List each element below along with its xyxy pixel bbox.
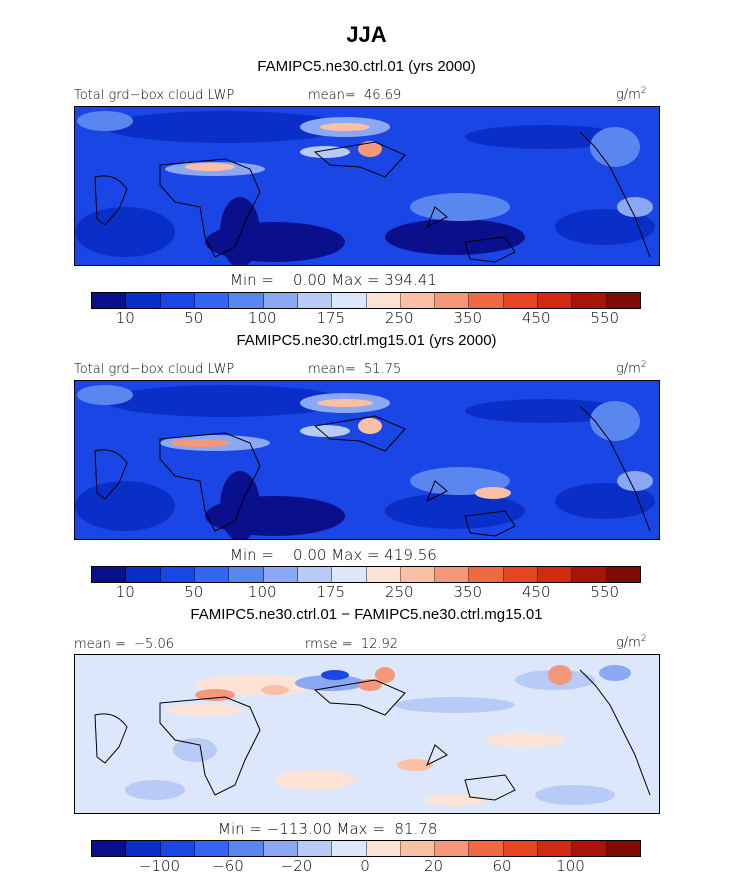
- panel-2-colorbar: [91, 566, 641, 583]
- colorbar-swatch: [435, 293, 470, 308]
- panel-3-map: [74, 654, 660, 814]
- colorbar-swatch: [297, 567, 333, 582]
- colorbar-tick-label: 50: [184, 583, 204, 601]
- colorbar-swatch: [126, 841, 161, 856]
- colorbar-tick-label: 550: [590, 309, 620, 327]
- panel-3-subtitle: FAMIPC5.ne30.ctrl.01 − FAMIPC5.ne30.ctrl…: [190, 606, 543, 623]
- colorbar-swatch: [229, 567, 264, 582]
- panel-1-left-label: Total grd−box cloud LWP: [74, 88, 235, 103]
- colorbar-swatch: [572, 567, 607, 582]
- colorbar-tick-label: 175: [316, 309, 346, 327]
- colorbar-swatch: [297, 841, 333, 856]
- colorbar-swatch: [366, 567, 401, 582]
- panel-2-map: [74, 380, 660, 540]
- colorbar-swatch: [332, 293, 367, 308]
- colorbar-swatch: [400, 841, 436, 856]
- panel-2-colorbar-ticks: 10 50 100 175 250 350 450 550: [91, 583, 639, 601]
- colorbar-swatch: [572, 841, 607, 856]
- colorbar-tick-label: 60: [492, 857, 512, 875]
- colorbar-swatch: [263, 567, 298, 582]
- colorbar-tick-label: 250: [384, 309, 414, 327]
- colorbar-swatch: [126, 293, 161, 308]
- colorbar-swatch: [538, 841, 573, 856]
- colorbar-swatch: [366, 841, 401, 856]
- colorbar-swatch: [263, 841, 298, 856]
- colorbar-tick-label: 350: [453, 309, 483, 327]
- colorbar-swatch: [469, 567, 504, 582]
- panel-1-subtitle: FAMIPC5.ne30.ctrl.01 (yrs 2000): [257, 58, 476, 75]
- colorbar-tick-label: 10: [115, 309, 135, 327]
- panel-3-colorbar: [91, 840, 641, 857]
- colorbar-swatch: [606, 293, 640, 308]
- colorbar-swatch: [469, 293, 504, 308]
- panel-1-colorbar: [91, 292, 641, 309]
- colorbar-swatch: [332, 841, 367, 856]
- panel-1-units: g/m2: [616, 86, 647, 103]
- colorbar-swatch: [229, 841, 264, 856]
- colorbar-swatch: [194, 841, 230, 856]
- colorbar-tick-label: 250: [384, 583, 414, 601]
- colorbar-tick-label: −20: [280, 857, 313, 875]
- colorbar-swatch: [92, 293, 127, 308]
- colorbar-swatch: [503, 567, 539, 582]
- panel-3-rmse-label: rmse = 12.92: [305, 637, 399, 652]
- colorbar-swatch: [538, 293, 573, 308]
- colorbar-tick-label: 350: [453, 583, 483, 601]
- colorbar-tick-label: 50: [184, 309, 204, 327]
- colorbar-swatch: [332, 567, 367, 582]
- colorbar-tick-label: 20: [423, 857, 444, 875]
- colorbar-tick-label: 175: [316, 583, 346, 601]
- colorbar-tick-label: 550: [590, 583, 620, 601]
- colorbar-swatch: [160, 293, 195, 308]
- panel-2-minmax: Min = 0.00 Max = 419.56: [230, 546, 437, 564]
- panel-2-subtitle: FAMIPC5.ne30.ctrl.mg15.01 (yrs 2000): [236, 332, 497, 349]
- colorbar-tick-label: 100: [247, 583, 277, 601]
- panel-3-units: g/m2: [616, 634, 647, 651]
- colorbar-swatch: [263, 293, 298, 308]
- colorbar-swatch: [435, 567, 470, 582]
- colorbar-swatch: [297, 293, 333, 308]
- colorbar-swatch: [194, 567, 230, 582]
- colorbar-tick-label: −100: [138, 857, 181, 875]
- colorbar-swatch: [538, 567, 573, 582]
- colorbar-tick-label: 10: [115, 583, 135, 601]
- panel-1-mean-label: mean= 46.69: [308, 88, 402, 103]
- colorbar-swatch: [503, 293, 539, 308]
- panel-2-mean-label: mean= 51.75: [308, 362, 402, 377]
- colorbar-swatch: [229, 293, 264, 308]
- colorbar-tick-label: −60: [212, 857, 244, 875]
- colorbar-swatch: [92, 567, 127, 582]
- panel-1-minmax: Min = 0.00 Max = 394.41: [230, 271, 437, 289]
- colorbar-swatch: [92, 841, 127, 856]
- figure-title: JJA: [346, 22, 387, 47]
- colorbar-tick-label: 450: [521, 583, 551, 601]
- colorbar-swatch: [606, 567, 640, 582]
- panel-2-left-label: Total grd−box cloud LWP: [74, 362, 235, 377]
- colorbar-swatch: [572, 293, 607, 308]
- colorbar-swatch: [469, 841, 504, 856]
- colorbar-tick-label: 100: [556, 857, 585, 875]
- panel-3-colorbar-ticks: −100 −60 −20 0 20 60 100: [91, 857, 639, 875]
- colorbar-swatch: [606, 841, 640, 856]
- panel-1-map: [74, 106, 660, 266]
- colorbar-swatch: [160, 841, 195, 856]
- colorbar-swatch: [435, 841, 470, 856]
- colorbar-swatch: [126, 567, 161, 582]
- colorbar-swatch: [400, 567, 436, 582]
- colorbar-swatch: [366, 293, 401, 308]
- panel-1-colorbar-ticks: 10 50 100 175 250 350 450 550: [91, 309, 639, 327]
- colorbar-tick-label: 0: [360, 857, 370, 875]
- colorbar-tick-label: 100: [247, 309, 277, 327]
- colorbar-swatch: [194, 293, 230, 308]
- colorbar-swatch: [503, 841, 539, 856]
- colorbar-tick-label: 450: [521, 309, 551, 327]
- colorbar-swatch: [400, 293, 436, 308]
- panel-2-units: g/m2: [616, 360, 647, 377]
- colorbar-swatch: [160, 567, 195, 582]
- panel-3-mean-label: mean = −5.06: [74, 637, 174, 652]
- panel-3-minmax: Min = −113.00 Max = 81.78: [218, 820, 438, 838]
